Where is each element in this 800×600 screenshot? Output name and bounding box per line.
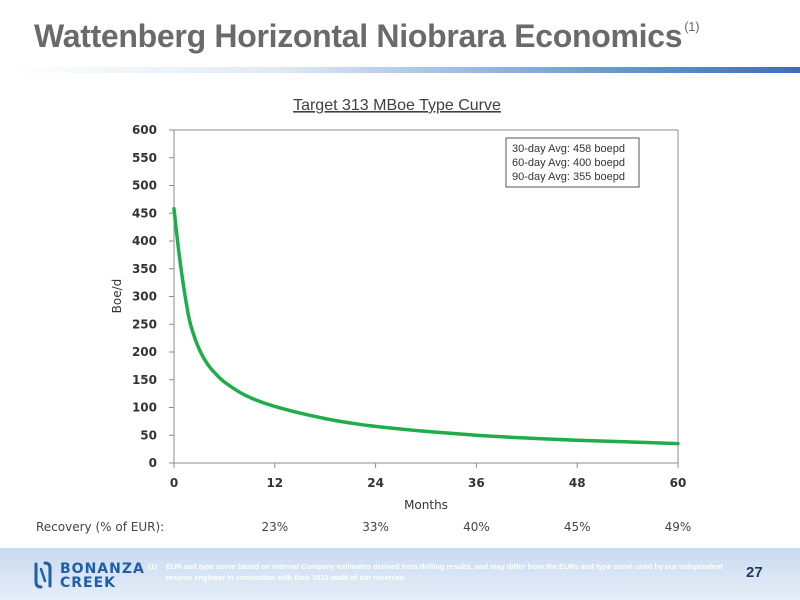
- recovery-values: 23% 33% 40% 45% 49%: [261, 520, 691, 534]
- x-axis: 0 12 24 36 48 60: [170, 463, 687, 490]
- y-tick-label-50: 50: [140, 428, 157, 442]
- chart-title: Target 313 MBoe Type Curve: [293, 97, 501, 114]
- recovery-label: Recovery (% of EUR):: [36, 520, 164, 534]
- logo-word-creek: CREEK: [60, 575, 117, 591]
- avg-annotation-line-3: 90-day Avg: 355 boepd: [512, 171, 625, 183]
- y-tick-label-450: 450: [132, 206, 157, 220]
- logo-word-bonanza: BONANZA: [60, 561, 145, 577]
- y-tick-label-0: 0: [149, 456, 157, 470]
- footnote-text: EUR and type curve based on internal Com…: [166, 562, 723, 582]
- recovery-value-4: 45%: [564, 520, 591, 534]
- x-tick-label-12: 12: [266, 476, 283, 490]
- y-tick-label-400: 400: [132, 234, 157, 248]
- logo-wordmark: BONANZA CREEK: [60, 562, 145, 590]
- y-tick-label-600: 600: [132, 123, 157, 137]
- recovery-value-3: 40%: [463, 520, 490, 534]
- footnote: (1) EUR and type curve based on internal…: [148, 561, 728, 583]
- y-tick-label-150: 150: [132, 373, 157, 387]
- y-axis: 0 50 100 150 200 250 300 350 400 450 500 550 600: [132, 123, 174, 470]
- avg-annotation-box: [505, 137, 640, 188]
- slide-title: Wattenberg Horizontal Niobrara Economics…: [34, 18, 700, 55]
- x-axis-label: Months: [404, 498, 448, 512]
- footnote-number: (1): [148, 562, 158, 571]
- x-tick-label-0: 0: [170, 476, 178, 490]
- y-tick-label-300: 300: [132, 290, 157, 304]
- recovery-value-1: 23%: [261, 520, 288, 534]
- avg-annotation-line-1: 30-day Avg: 458 boepd: [512, 143, 625, 155]
- page-number: 27: [746, 564, 763, 581]
- y-axis-label: Boe/d: [110, 279, 124, 314]
- logo-mark-icon: [34, 561, 52, 589]
- slide-title-footnote-ref: (1): [684, 19, 700, 34]
- y-tick-label-500: 500: [132, 179, 157, 193]
- x-tick-label-60: 60: [670, 476, 687, 490]
- recovery-value-5: 49%: [665, 520, 692, 534]
- type-curve-line: [172, 207, 680, 446]
- x-tick-label-48: 48: [569, 476, 586, 490]
- slide-title-text: Wattenberg Horizontal Niobrara Economics: [34, 18, 683, 54]
- avg-annotation-line-2: 60-day Avg: 400 boepd: [512, 157, 625, 169]
- recovery-value-2: 33%: [362, 520, 389, 534]
- y-tick-label-100: 100: [132, 401, 157, 415]
- bonanza-creek-logo: BONANZA CREEK: [30, 558, 144, 594]
- footer: BONANZA CREEK (1) EUR and type curve bas…: [0, 548, 800, 600]
- x-tick-label-36: 36: [468, 476, 485, 490]
- y-tick-label-350: 350: [132, 262, 157, 276]
- x-tick-label-24: 24: [367, 476, 384, 490]
- type-curve-chart: Target 313 MBoe Type Curve 0 50 100 150 200 2…: [36, 97, 691, 534]
- title-divider-bar: [0, 67, 800, 73]
- y-tick-label-200: 200: [132, 345, 157, 359]
- y-tick-label-550: 550: [132, 151, 157, 165]
- y-tick-label-250: 250: [132, 317, 157, 331]
